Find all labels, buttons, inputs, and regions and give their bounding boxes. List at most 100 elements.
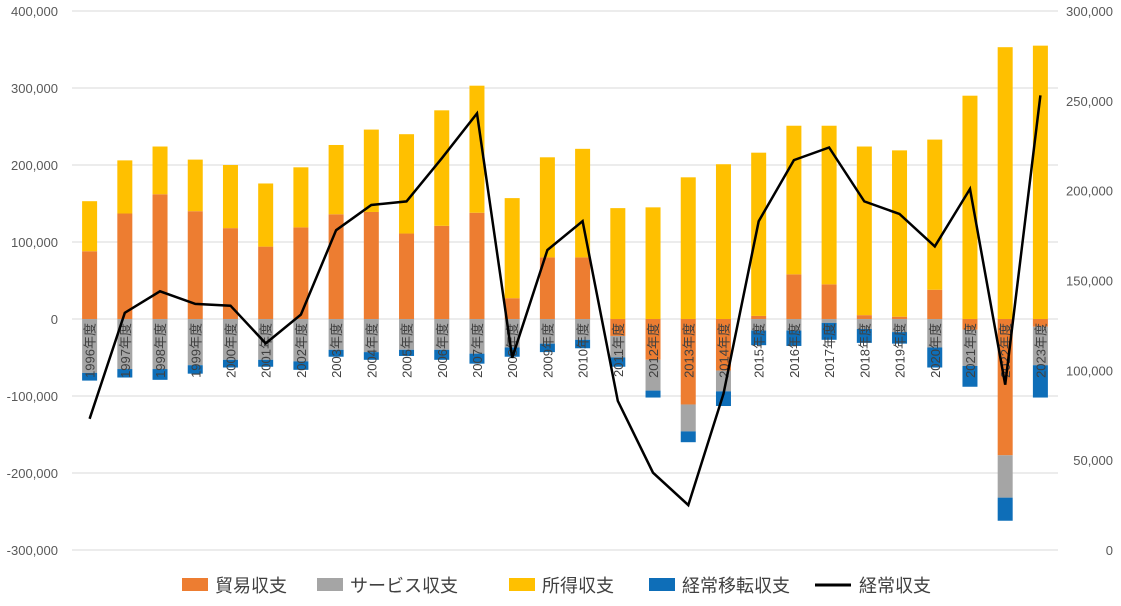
bar-segment [539, 157, 555, 258]
legend-label: 経常移転収支 [682, 576, 790, 596]
bar-segment [399, 319, 415, 350]
bar-segment [152, 146, 168, 195]
bar-segment [575, 148, 591, 258]
bar-segment [399, 349, 415, 356]
bar-segment [680, 431, 696, 443]
bar-segment [610, 357, 626, 367]
y-tick-label: 100,000 [11, 235, 58, 250]
bar-segment [222, 228, 238, 319]
x-tick-label: 2023年度 [1033, 323, 1048, 378]
bar-segment [82, 251, 98, 319]
bar-segment [1032, 45, 1048, 320]
x-tick-label: 2009年度 [540, 323, 555, 378]
legend-label: 貿易収支 [215, 576, 287, 596]
bar-segment [997, 455, 1013, 498]
bar-segment [399, 233, 415, 319]
x-tick-label: 2006年度 [435, 323, 450, 378]
x-tick-label: 2014年度 [716, 323, 731, 378]
bar-segment [927, 289, 943, 319]
y2-tick-label: 100,000 [1066, 363, 1113, 378]
x-tick-label: 1997年度 [118, 323, 133, 378]
legend-label: サービス収支 [350, 576, 458, 596]
bar-segment [575, 257, 591, 319]
bar-segment [786, 125, 802, 275]
bar-segment [82, 201, 98, 252]
y-tick-label: 200,000 [11, 158, 58, 173]
bar-segment [293, 227, 309, 319]
bar-segment [610, 208, 626, 319]
y-tick-label: 300,000 [11, 81, 58, 96]
y-tick-label: -100,000 [7, 389, 58, 404]
bar-segment [645, 390, 661, 398]
current-account-line [88, 95, 1042, 508]
bar-segment [680, 177, 696, 319]
bar-segment [892, 319, 908, 333]
bar-segment [680, 319, 696, 405]
bar-segment [434, 349, 450, 360]
y2-tick-label: 250,000 [1066, 94, 1113, 109]
bar-segment [258, 246, 274, 319]
bar-segment [152, 369, 168, 380]
bar-segment [821, 319, 837, 323]
bar-segment [504, 198, 520, 299]
x-axis-labels: 1996年度 1997年度 1998年度 1999年度 2000年度 2001年度 2002… [83, 323, 1049, 378]
bar-segment [892, 316, 908, 319]
bar-segment [434, 225, 450, 319]
bar-segment [927, 319, 943, 348]
gridlines [72, 10, 1058, 551]
x-tick-label: 2021年度 [963, 323, 978, 378]
bar-segment [469, 353, 485, 364]
bar-segment [258, 183, 274, 247]
bar-segment [892, 150, 908, 317]
legend-swatch [509, 578, 535, 591]
x-tick-label: 2004年度 [364, 323, 379, 378]
y-tick-label: -200,000 [7, 466, 58, 481]
bar-segment [504, 298, 520, 319]
bar-segment [1032, 365, 1048, 398]
bar-segment [751, 319, 767, 331]
left-y-axis: 400,000 300,000 200,000 100,000 0 -100,000 -20… [7, 4, 58, 558]
bar-segment [539, 319, 555, 344]
y-tick-label: 0 [51, 312, 58, 327]
bar-segment [751, 330, 767, 346]
x-tick-label: 1998年度 [153, 323, 168, 378]
x-tick-label: 2011年度 [611, 323, 626, 377]
y2-tick-label: 200,000 [1066, 184, 1113, 199]
bar-segment [751, 152, 767, 316]
x-tick-label: 1996年度 [83, 323, 98, 378]
bar-segment [293, 361, 309, 370]
legend-swatch [317, 578, 343, 591]
bar-segment [434, 319, 450, 350]
bar-segment [187, 365, 203, 374]
bar-segment [610, 319, 626, 336]
bar-segment [258, 319, 274, 360]
bar-segment [222, 319, 238, 360]
bar-segment [187, 159, 203, 212]
x-tick-label: 2005年度 [400, 323, 415, 378]
legend-swatch [182, 578, 208, 591]
bar-segment [645, 319, 661, 360]
bar-segment [328, 144, 344, 215]
bar-segment [856, 315, 872, 319]
bar-segment [222, 165, 238, 229]
bar-segment [434, 110, 450, 226]
x-tick-label: 2018年度 [857, 323, 872, 378]
bar-segment [645, 207, 661, 319]
bar-segment [575, 319, 591, 340]
x-tick-label: 2019年度 [893, 323, 908, 378]
bar-segment [363, 211, 379, 319]
bar-segment [821, 125, 837, 285]
bar-segment [856, 146, 872, 316]
x-tick-label: 2012年度 [646, 323, 661, 378]
bar-segment [222, 359, 238, 368]
bar-segment [117, 160, 133, 214]
y2-tick-label: 150,000 [1066, 274, 1113, 289]
x-tick-label: 2007年度 [470, 323, 485, 378]
bar-segment [152, 319, 168, 370]
x-tick-label: 2000年度 [223, 323, 238, 378]
bar-segment [258, 359, 274, 367]
bar-segment [82, 319, 98, 373]
bar-segment [187, 211, 203, 319]
